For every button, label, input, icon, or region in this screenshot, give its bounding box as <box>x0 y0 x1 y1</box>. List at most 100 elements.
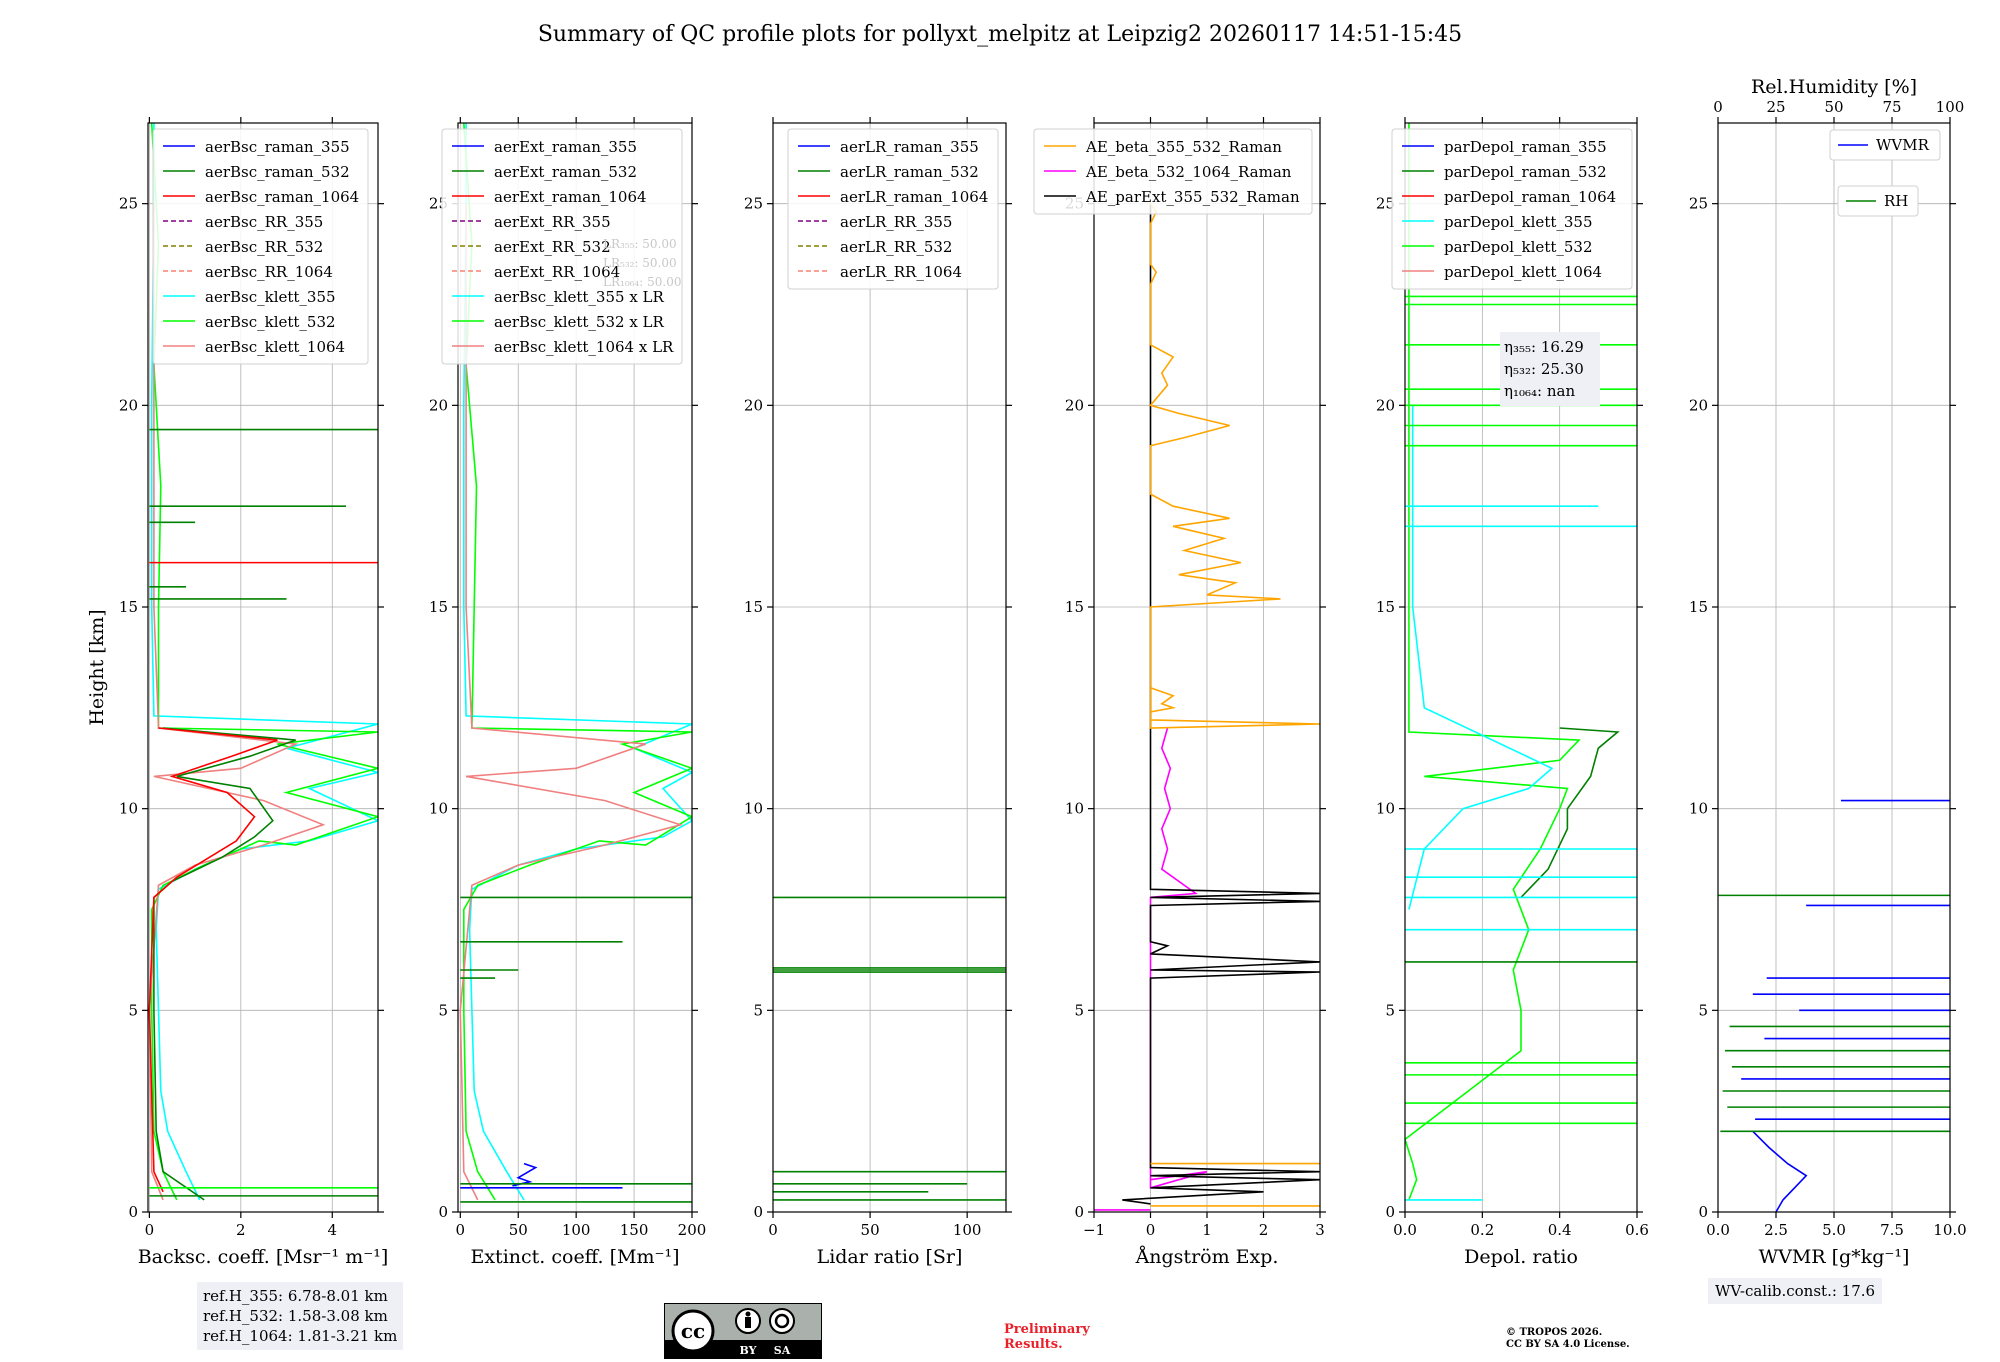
y-tick-label: 15 <box>744 598 763 616</box>
y-tick-label: 20 <box>1689 396 1708 414</box>
x-tick-label: 1 <box>1202 1221 1212 1239</box>
legend: aerExt_raman_355 aerExt_raman_532 aerExt_r… <box>441 128 683 365</box>
series-AE_beta_355_532_Raman <box>1149 203 1320 729</box>
x-tick-label: 0 <box>145 1221 155 1239</box>
data <box>773 896 1006 1201</box>
x-tick-label: 3 <box>1315 1221 1325 1239</box>
legend-entry: RH <box>1884 192 1908 210</box>
legend-entry: aerBsc_RR_1064 <box>205 263 333 281</box>
y-tick-label: 15 <box>1065 598 1084 616</box>
x-tick-label: 100 <box>562 1221 591 1239</box>
ref-height-355: ref.H_355: 6.78-8.01 km <box>203 1287 388 1305</box>
top-x-tick-label: 100 <box>1936 98 1965 116</box>
x-tick-label: 150 <box>620 1221 649 1239</box>
legend-entry: aerLR_raman_355 <box>840 138 979 156</box>
legend-entry: aerBsc_klett_355 x LR <box>494 288 665 306</box>
legend-box <box>1391 128 1633 290</box>
y-tick-label: 15 <box>429 598 448 616</box>
ticks <box>1712 117 1956 1218</box>
legend-entry: aerBsc_raman_1064 <box>205 188 359 206</box>
series-aerBsc_raman_1064 <box>148 727 278 1193</box>
eta-box <box>1500 332 1600 406</box>
series-WVMR <box>1752 1130 1808 1212</box>
top-x-tick-label: 25 <box>1766 98 1785 116</box>
legend-entry: aerBsc_klett_1064 <box>205 338 345 356</box>
y-tick-label: 25 <box>119 195 138 213</box>
y-tick-label: 20 <box>1376 396 1395 414</box>
legend-entry: aerBsc_RR_532 <box>205 238 323 256</box>
legend-entry: aerBsc_RR_355 <box>205 213 323 231</box>
lidar-ratio-note: LR₃₅₅: 50.00 <box>603 237 677 251</box>
chart-backscatter: 0 2 4 0 5 10 15 20 25 Backsc. coeff. [Msr⁻¹ m⁻¹] H… <box>86 117 388 1268</box>
ref-height-532: ref.H_532: 1.58-3.08 km <box>203 1307 388 1325</box>
y-tick-label: 25 <box>744 195 763 213</box>
axes-frame <box>1404 122 1638 1213</box>
y-tick-label: 10 <box>119 800 138 818</box>
y-tick-label: 0 <box>1074 1203 1084 1221</box>
legend-box <box>1837 185 1919 217</box>
y-tick-label: 0 <box>1698 1203 1708 1221</box>
x-tick-label: 0.0 <box>1393 1221 1417 1239</box>
top-x-tick-label: 75 <box>1882 98 1901 116</box>
x-tick-label: 50 <box>861 1221 880 1239</box>
lidar-ratio-note: LR₁₀₆₄: 50.00 <box>603 275 681 289</box>
series-aerBsc_klett_355 <box>150 123 378 1201</box>
legend-entry: parDepol_klett_532 <box>1444 238 1593 256</box>
x-tick-label: 5.0 <box>1822 1221 1846 1239</box>
y-tick-label: 10 <box>429 800 448 818</box>
data <box>148 123 378 1201</box>
series-AE_parExt_355_532_Raman <box>1122 203 1320 1205</box>
legend-box <box>1033 128 1313 215</box>
legend-entry: aerExt_RR_355 <box>494 213 611 231</box>
legend: WVMR RH <box>1829 129 1941 217</box>
preliminary-line-2: Results. <box>1004 1337 1063 1352</box>
x-tick-label: 50 <box>509 1221 528 1239</box>
series-parDepol_klett_355 <box>1408 405 1554 910</box>
y-tick-label: 5 <box>128 1001 138 1019</box>
grid <box>1717 123 1951 1213</box>
y-tick-label: 10 <box>1376 800 1395 818</box>
eta-label: η₁₀₆₄: nan <box>1504 382 1575 400</box>
eta-label: η₅₃₂: 25.30 <box>1504 360 1584 378</box>
legend-entry: aerBsc_klett_355 <box>205 288 336 306</box>
ticks <box>767 117 1012 1218</box>
copyright-line-1: © TROPOS 2026. <box>1506 1327 1603 1338</box>
legend-entry: aerExt_raman_1064 <box>494 188 647 206</box>
legend: parDepol_raman_355 parDepol_raman_532 parD… <box>1391 128 1633 290</box>
x-tick-label: 200 <box>678 1221 707 1239</box>
y-tick-label: 0 <box>1385 1203 1395 1221</box>
legend-entry: aerBsc_klett_532 <box>205 313 336 331</box>
data <box>1405 123 1637 1201</box>
y-tick-label: 25 <box>1689 195 1708 213</box>
y-tick-label: 0 <box>438 1203 448 1221</box>
legend-entry: parDepol_raman_1064 <box>1444 188 1616 206</box>
y-tick-label: 20 <box>1065 396 1084 414</box>
eta-label: η₃₅₅: 16.29 <box>1504 338 1584 356</box>
x-axis-label: Depol. ratio <box>1464 1246 1578 1268</box>
legend-entry: aerBsc_raman_355 <box>205 138 350 156</box>
y-tick-label: 15 <box>1689 598 1708 616</box>
legend-entry: aerLR_RR_1064 <box>840 263 962 281</box>
top-x-tick-label: 0 <box>1713 98 1723 116</box>
x-tick-label: 2.5 <box>1764 1221 1788 1239</box>
x-tick-label: 4 <box>328 1221 338 1239</box>
legend-entry: aerExt_RR_1064 <box>494 263 620 281</box>
legend-entry: parDepol_raman_355 <box>1444 138 1607 156</box>
x-tick-label: 100 <box>953 1221 982 1239</box>
x-tick-label: 0 <box>768 1221 778 1239</box>
y-tick-label: 5 <box>438 1001 448 1019</box>
x-axis-label: WVMR [g*kg⁻¹] <box>1759 1246 1910 1268</box>
series-aerBsc_klett_532 x LR <box>462 123 692 1201</box>
legend: aerBsc_raman_355 aerBsc_raman_532 aerBsc_r… <box>152 128 369 365</box>
by-label: BY <box>740 1344 757 1357</box>
axes-frame <box>772 122 1007 1213</box>
preliminary-note: Preliminary Results. <box>1004 1322 1090 1352</box>
series-aerBsc_raman_532 <box>153 727 296 1201</box>
cc-license-badge: cc BY SA <box>664 1303 822 1359</box>
legend-entry: parDepol_klett_355 <box>1444 213 1593 231</box>
legend-entry: AE_parExt_355_532_Raman <box>1085 188 1300 206</box>
axes-frame <box>457 122 693 1213</box>
chart-depolarization: 0.0 0.2 0.4 0.6 0 5 10 15 20 25 Depol. ratio parDep… <box>1376 117 1649 1268</box>
